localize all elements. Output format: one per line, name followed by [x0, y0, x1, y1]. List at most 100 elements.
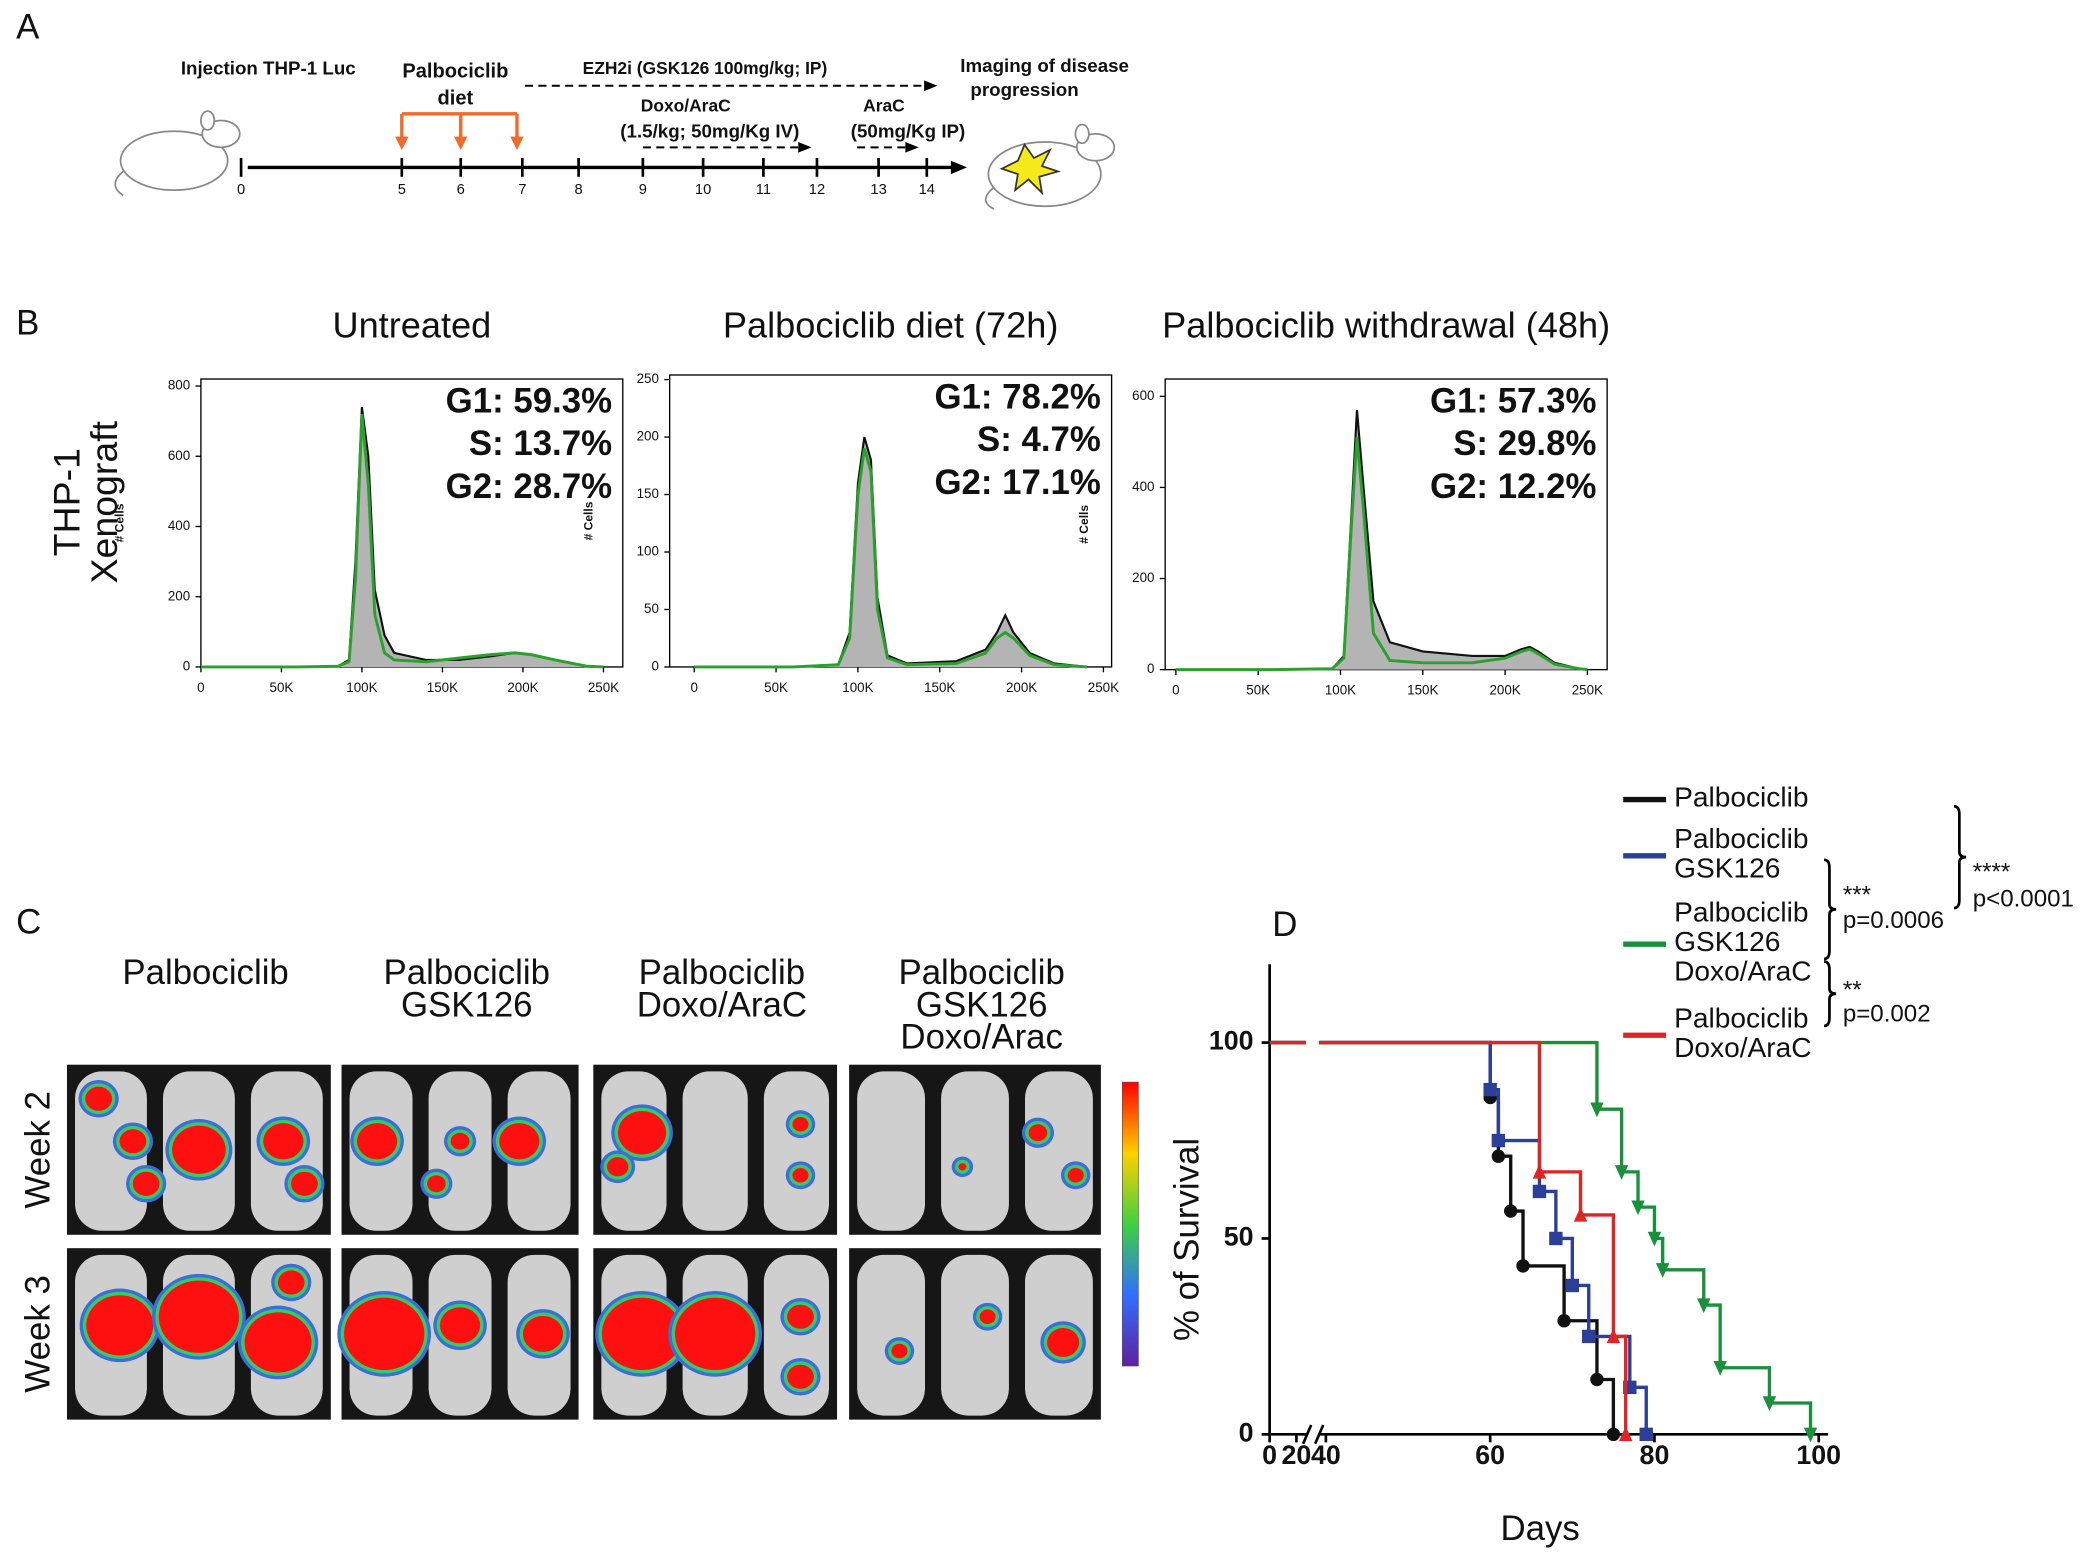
timeline-text: progression [970, 79, 1078, 100]
timeline-day: 7 [518, 182, 526, 198]
signal-core [344, 1297, 425, 1371]
signal-core [172, 1125, 226, 1174]
panel-label: A [16, 8, 40, 47]
x-tick-label: 100 [1796, 1440, 1841, 1470]
signal-core [291, 1171, 318, 1196]
group-label: Doxo/AraC [637, 985, 807, 1024]
survival-step [1703, 1303, 1722, 1368]
group-label: Palbociclib [384, 953, 550, 992]
row-label: THP-1 [46, 448, 88, 556]
signal-core [792, 1117, 809, 1132]
survival-marker [1606, 1328, 1621, 1344]
mouse-silhouette [941, 1071, 1009, 1231]
timeline-text: (1.5/kg; 50mg/Kg IV) [620, 121, 799, 142]
phase-annotation: G1: 57.3% [1430, 381, 1596, 420]
survival-step [1638, 1205, 1657, 1239]
x-tick-label: 0 [690, 680, 697, 695]
timeline-text: AraC [863, 96, 905, 116]
timeline-day: 10 [695, 182, 711, 198]
timeline-day: 12 [809, 182, 825, 198]
chart-title: Palbociclib diet (72h) [723, 305, 1058, 346]
significance-text: p=0.002 [1843, 1001, 1931, 1028]
signal-core [86, 1295, 154, 1356]
phase-annotation: G2: 28.7% [446, 467, 612, 506]
significance-bracket [1953, 804, 1967, 910]
survival-step [1564, 1319, 1599, 1380]
y-tick-label: 200 [168, 588, 190, 603]
timeline-day: 14 [919, 182, 935, 198]
y-tick-label: 0 [183, 658, 190, 673]
timeline-day: 13 [870, 182, 886, 198]
significance-bracket [1823, 858, 1837, 961]
significance-text: *** [1843, 881, 1871, 908]
group-label: GSK126 [916, 985, 1048, 1024]
x-tick-label: 0 [197, 680, 204, 695]
x-tick-label: 0 [1262, 1440, 1277, 1470]
row-label: Week 3 [18, 1275, 57, 1392]
timeline-text: Injection THP-1 Luc [181, 58, 356, 79]
y-axis-label: # Cells [581, 501, 595, 540]
survival-step [1269, 1040, 1599, 1110]
signal-core [979, 1309, 996, 1324]
survival-marker [1491, 1133, 1506, 1148]
mouse-silhouette [857, 1254, 926, 1416]
signal-core [158, 1280, 240, 1353]
survival-marker [1803, 1427, 1818, 1443]
y-tick-label: 400 [168, 518, 190, 533]
y-tick-label: 100 [1209, 1026, 1254, 1056]
survival-marker [1590, 1372, 1604, 1387]
histogram-fit [200, 413, 604, 669]
signal-core [85, 1086, 113, 1111]
timeline-text: EZH2i (GSK126 100mg/kg; IP) [583, 58, 828, 78]
histogram-measured [694, 436, 1088, 669]
timeline-text: Imaging of disease [960, 55, 1129, 76]
x-axis-label: Days [1501, 1509, 1580, 1548]
phase-annotation: G2: 12.2% [1430, 467, 1596, 506]
color-scale [1121, 1081, 1139, 1367]
survival-marker [1647, 1231, 1662, 1247]
phase-annotation: S: 29.8% [1453, 424, 1596, 463]
x-tick-label: 250K [1572, 683, 1603, 698]
survival-step [1588, 1334, 1632, 1388]
significance-text: p<0.0001 [1973, 885, 2074, 912]
signal-core [119, 1129, 147, 1154]
survival-marker [1491, 1149, 1506, 1163]
survival-marker [1573, 1206, 1588, 1222]
significance-text: **** [1973, 859, 2011, 886]
x-tick-label: 150K [427, 680, 458, 695]
significance-text: ** [1843, 976, 1862, 1003]
survival-marker [1532, 1163, 1547, 1179]
histogram-fit [694, 448, 1088, 669]
mouse-silhouette [682, 1071, 748, 1231]
legend-label: Palbociclib [1674, 782, 1808, 813]
x-tick-label: 150K [924, 680, 955, 695]
signal-core [426, 1175, 446, 1193]
y-tick-label: 600 [1132, 388, 1154, 403]
y-tick-label: 150 [637, 486, 659, 501]
survival-marker [1516, 1259, 1530, 1273]
survival-step [1613, 1334, 1628, 1435]
signal-core [958, 1163, 967, 1171]
timeline-day: 0 [237, 182, 245, 198]
y-tick-label: 600 [168, 448, 190, 463]
signal-core [450, 1132, 470, 1150]
y-tick-label: 50 [1224, 1222, 1254, 1252]
timeline-text: Doxo/AraC [641, 96, 731, 116]
signal-core [522, 1315, 564, 1352]
survival-step [1572, 1283, 1591, 1337]
significance-bracket [1823, 960, 1837, 1028]
survival-marker [1483, 1082, 1497, 1097]
phase-annotation: G1: 78.2% [934, 377, 1100, 416]
signal-core [132, 1171, 160, 1196]
y-axis-label: # Cells [1077, 505, 1091, 544]
survival-marker [1557, 1314, 1571, 1328]
signal-core [617, 1111, 667, 1155]
survival-step [1510, 1209, 1525, 1266]
survival-step [1580, 1213, 1616, 1337]
survival-step [1498, 1154, 1513, 1212]
signal-core [601, 1297, 683, 1371]
x-tick-label: 40 [1311, 1440, 1341, 1470]
plot-frame [1164, 378, 1608, 671]
survival-marker [1590, 1102, 1604, 1118]
